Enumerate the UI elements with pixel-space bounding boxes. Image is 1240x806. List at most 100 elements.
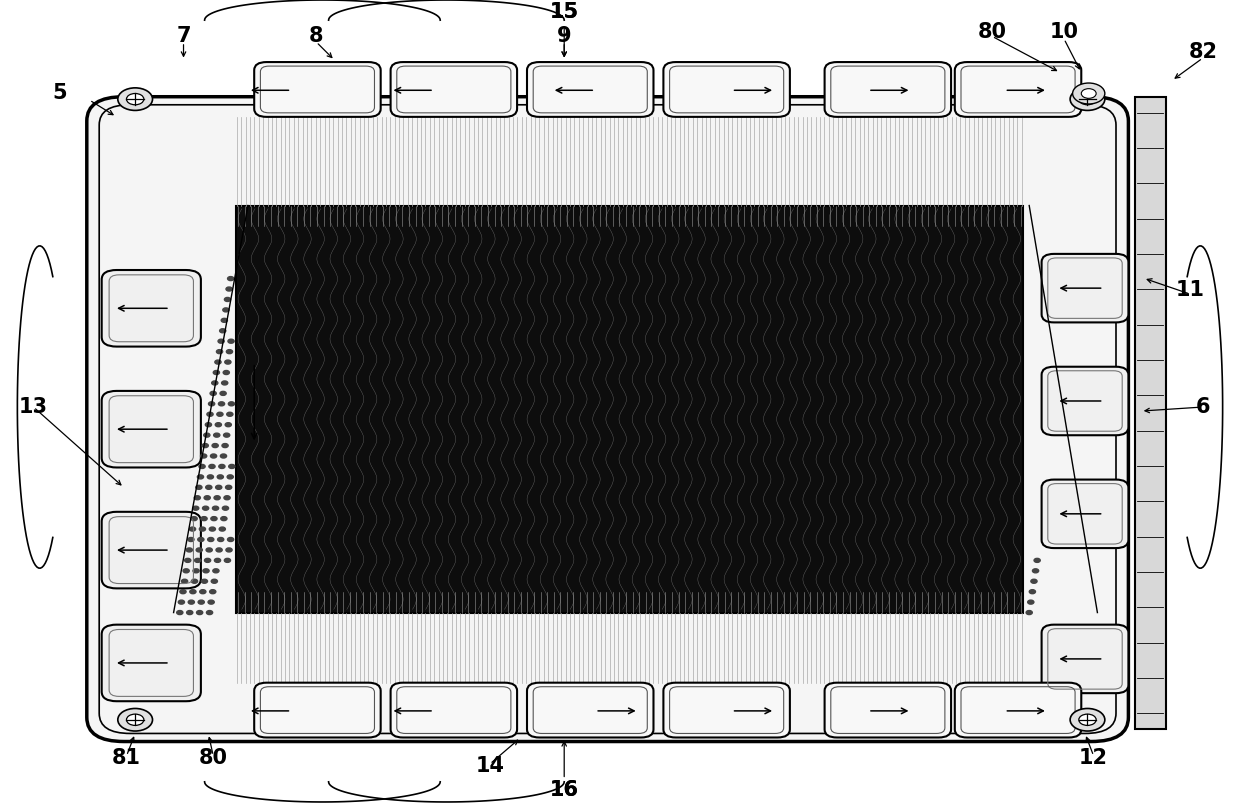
Circle shape — [210, 590, 216, 594]
Circle shape — [228, 464, 234, 468]
Circle shape — [1081, 89, 1096, 98]
FancyBboxPatch shape — [955, 62, 1081, 117]
Circle shape — [206, 611, 213, 614]
Circle shape — [126, 714, 144, 725]
Circle shape — [1079, 93, 1096, 105]
Circle shape — [200, 590, 206, 594]
Circle shape — [185, 559, 191, 563]
Circle shape — [227, 350, 233, 354]
Circle shape — [208, 464, 215, 468]
Text: 81: 81 — [112, 748, 141, 767]
Circle shape — [207, 538, 213, 542]
Circle shape — [118, 88, 153, 110]
Circle shape — [226, 548, 232, 552]
Circle shape — [215, 559, 221, 563]
Circle shape — [196, 548, 202, 552]
Circle shape — [1070, 88, 1105, 110]
Circle shape — [219, 392, 226, 396]
Circle shape — [191, 580, 197, 584]
FancyBboxPatch shape — [825, 62, 951, 117]
Circle shape — [215, 360, 221, 364]
FancyBboxPatch shape — [825, 683, 951, 737]
Circle shape — [196, 485, 202, 489]
Circle shape — [221, 318, 227, 322]
Circle shape — [217, 475, 223, 479]
Circle shape — [212, 506, 218, 510]
Circle shape — [217, 538, 223, 542]
Text: 15: 15 — [549, 2, 579, 22]
Circle shape — [211, 517, 217, 521]
Circle shape — [216, 422, 222, 426]
Circle shape — [196, 611, 202, 614]
Circle shape — [198, 464, 205, 468]
Circle shape — [222, 381, 228, 385]
Circle shape — [218, 339, 224, 343]
FancyBboxPatch shape — [527, 62, 653, 117]
Circle shape — [205, 559, 211, 563]
Circle shape — [223, 371, 229, 375]
Circle shape — [200, 527, 206, 531]
Circle shape — [212, 443, 218, 447]
Text: 11: 11 — [1176, 280, 1205, 300]
FancyBboxPatch shape — [102, 512, 201, 588]
Text: 5: 5 — [52, 83, 67, 102]
Circle shape — [118, 708, 153, 731]
Circle shape — [223, 433, 229, 437]
Circle shape — [228, 402, 234, 406]
Circle shape — [224, 496, 231, 500]
FancyBboxPatch shape — [102, 270, 201, 347]
Circle shape — [210, 392, 216, 396]
Circle shape — [219, 329, 226, 333]
Circle shape — [222, 443, 228, 447]
Text: 6: 6 — [1195, 397, 1210, 417]
Circle shape — [228, 339, 234, 343]
FancyBboxPatch shape — [87, 97, 1128, 742]
FancyBboxPatch shape — [391, 62, 517, 117]
Circle shape — [186, 611, 193, 614]
Circle shape — [208, 600, 215, 604]
Circle shape — [226, 485, 232, 489]
FancyBboxPatch shape — [1042, 254, 1128, 322]
Circle shape — [192, 506, 198, 510]
FancyBboxPatch shape — [955, 683, 1081, 737]
Circle shape — [191, 517, 197, 521]
Circle shape — [213, 433, 219, 437]
Text: 7: 7 — [176, 27, 191, 46]
Circle shape — [206, 422, 212, 426]
Circle shape — [176, 611, 184, 614]
Circle shape — [207, 412, 213, 416]
Circle shape — [207, 475, 213, 479]
Circle shape — [1070, 708, 1105, 731]
Circle shape — [224, 559, 231, 563]
FancyBboxPatch shape — [254, 62, 381, 117]
Circle shape — [1030, 580, 1037, 584]
Circle shape — [206, 548, 212, 552]
Circle shape — [187, 538, 193, 542]
Text: 16: 16 — [549, 780, 579, 800]
Text: 9: 9 — [557, 27, 572, 46]
Circle shape — [198, 600, 205, 604]
Text: 82: 82 — [1188, 43, 1218, 62]
Text: 80: 80 — [977, 23, 1007, 42]
Circle shape — [201, 454, 207, 458]
Circle shape — [212, 381, 218, 385]
Circle shape — [1034, 559, 1040, 563]
Circle shape — [197, 475, 203, 479]
FancyBboxPatch shape — [102, 625, 201, 701]
Text: 12: 12 — [1079, 748, 1109, 767]
FancyBboxPatch shape — [391, 683, 517, 737]
Circle shape — [210, 527, 216, 531]
Text: 13: 13 — [19, 397, 48, 417]
FancyBboxPatch shape — [527, 683, 653, 737]
Circle shape — [222, 506, 228, 510]
Circle shape — [193, 569, 200, 573]
Circle shape — [215, 496, 221, 500]
Circle shape — [213, 569, 219, 573]
Circle shape — [228, 276, 234, 280]
Circle shape — [218, 464, 224, 468]
FancyBboxPatch shape — [254, 683, 381, 737]
Circle shape — [180, 590, 186, 594]
Circle shape — [217, 412, 223, 416]
FancyBboxPatch shape — [1042, 625, 1128, 693]
Circle shape — [227, 412, 233, 416]
